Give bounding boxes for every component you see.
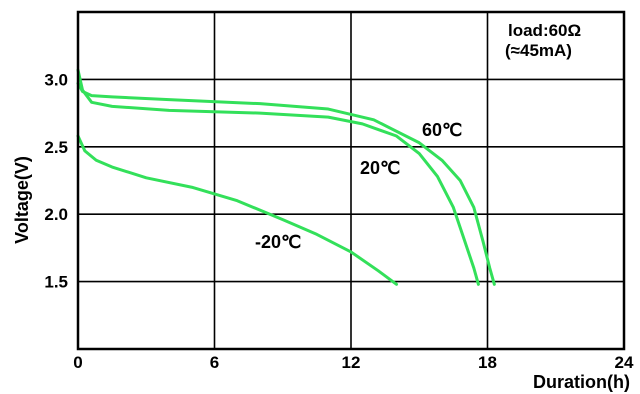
series-label-60c: 60℃ [422,120,462,140]
x-tick-labels: 0 6 12 18 24 [73,353,634,372]
x-axis-label: Duration(h) [533,372,630,392]
series-lines [76,68,496,286]
series-label-minus20c: -20℃ [255,232,301,252]
y-tick-label: 2.5 [44,138,68,157]
series-line [76,81,496,286]
x-tick-label: 12 [342,353,361,372]
y-tick-label: 2.0 [44,205,68,224]
x-tick-label: 24 [615,353,634,372]
series-line [76,134,398,286]
y-axis-label: Voltage(V) [12,156,32,244]
x-tick-label: 6 [210,353,219,372]
series-label-20c: 20℃ [360,158,400,178]
x-tick-label: 0 [73,353,82,372]
gridlines [78,12,624,349]
plot-frame [76,10,626,351]
y-tick-labels: 1.5 2.0 2.5 3.0 [44,70,68,291]
y-tick-label: 3.0 [44,70,68,89]
current-annotation: (≈45mA) [505,41,572,60]
series-line [76,68,480,286]
load-annotation: load:60Ω [508,21,581,40]
y-tick-label: 1.5 [44,273,68,292]
x-tick-label: 18 [478,353,497,372]
